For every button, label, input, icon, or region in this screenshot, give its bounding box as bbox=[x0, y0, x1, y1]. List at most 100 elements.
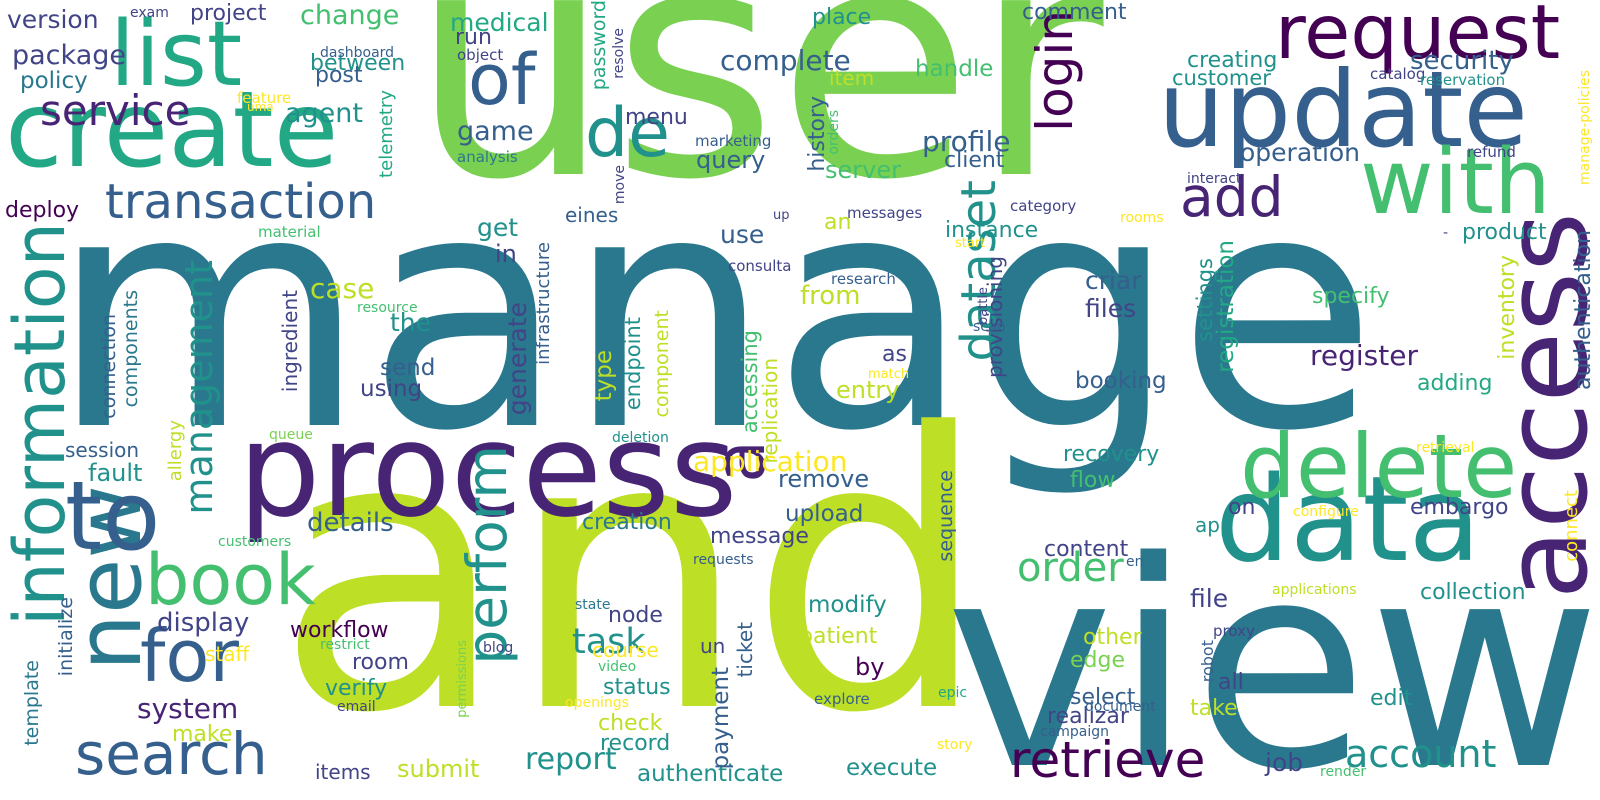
cloud-word: all bbox=[1218, 670, 1244, 695]
cloud-word: edge bbox=[1070, 648, 1125, 673]
cloud-word: retrieve bbox=[1010, 731, 1206, 789]
cloud-word: send bbox=[380, 355, 436, 381]
cloud-word: recovery bbox=[1063, 442, 1160, 467]
cloud-word: medical bbox=[450, 8, 549, 37]
cloud-word: up bbox=[773, 208, 790, 223]
cloud-word: email bbox=[337, 699, 376, 715]
cloud-word: as bbox=[882, 342, 907, 367]
cloud-word: refund bbox=[1467, 143, 1516, 161]
cloud-word: make bbox=[172, 722, 233, 747]
cloud-word: using bbox=[360, 376, 423, 402]
cloud-word: research bbox=[831, 270, 896, 288]
cloud-word: patient bbox=[799, 624, 878, 649]
cloud-word: product bbox=[1462, 220, 1547, 245]
cloud-word: adding bbox=[1417, 371, 1493, 396]
cloud-word: remove bbox=[778, 465, 870, 493]
cloud-word: application bbox=[693, 445, 848, 478]
cloud-word: initialize bbox=[55, 597, 77, 677]
cloud-word: dashboard bbox=[320, 45, 395, 61]
cloud-word: package bbox=[12, 40, 126, 71]
cloud-word: content bbox=[1044, 537, 1129, 562]
cloud-word: edit bbox=[1370, 686, 1413, 711]
cloud-word: resource bbox=[357, 300, 418, 316]
cloud-word: view bbox=[945, 501, 1600, 800]
cloud-word: connect bbox=[1561, 490, 1582, 562]
cloud-word: room bbox=[352, 650, 409, 675]
cloud-word: profile bbox=[922, 125, 1011, 158]
cloud-word: between bbox=[310, 51, 406, 76]
cloud-word: to bbox=[65, 462, 161, 572]
cloud-word: in bbox=[495, 240, 517, 268]
cloud-word: modify bbox=[808, 592, 887, 618]
cloud-word: collection bbox=[1420, 580, 1526, 605]
cloud-word: ingredient bbox=[278, 290, 302, 393]
cloud-word: messages bbox=[847, 204, 923, 222]
cloud-word: node bbox=[608, 603, 663, 628]
cloud-word: course bbox=[592, 638, 659, 662]
cloud-word: criar bbox=[1085, 266, 1142, 295]
cloud-word: deploy bbox=[5, 198, 80, 223]
cloud-word: document bbox=[1085, 699, 1156, 715]
cloud-word: security bbox=[1410, 46, 1514, 76]
cloud-word: by bbox=[855, 653, 885, 681]
cloud-word: telemetry bbox=[376, 90, 397, 178]
cloud-word: endpoint bbox=[621, 317, 645, 411]
cloud-word: for bbox=[140, 614, 239, 698]
cloud-word: queue bbox=[269, 427, 313, 443]
cloud-word: get bbox=[477, 213, 519, 242]
cloud-word: comment bbox=[1022, 0, 1127, 25]
cloud-word: item bbox=[829, 66, 875, 90]
cloud-word: blog bbox=[483, 640, 514, 656]
cloud-word: agent bbox=[285, 98, 363, 129]
cloud-word: task bbox=[572, 622, 646, 662]
cloud-word: session bbox=[65, 438, 140, 462]
cloud-word: orders bbox=[826, 110, 842, 155]
cloud-word: job bbox=[1265, 748, 1304, 777]
cloud-word: search bbox=[75, 720, 268, 788]
cloud-word: with bbox=[1360, 130, 1551, 235]
cloud-word: reservation bbox=[1420, 71, 1506, 89]
cloud-word: exam bbox=[130, 5, 169, 21]
cloud-word: order bbox=[1017, 545, 1124, 591]
cloud-word: of bbox=[468, 39, 536, 121]
cloud-word: scan bbox=[973, 319, 1006, 335]
cloud-word: customer bbox=[1172, 66, 1271, 90]
cloud-word: update bbox=[1158, 49, 1528, 171]
cloud-word: upload bbox=[785, 501, 864, 527]
cloud-word: settings bbox=[1193, 258, 1217, 342]
cloud-word: eines bbox=[565, 203, 619, 227]
cloud-word: openings bbox=[565, 695, 629, 711]
cloud-word: - bbox=[1443, 225, 1449, 241]
cloud-word: type bbox=[591, 350, 617, 402]
cloud-word: un bbox=[700, 634, 726, 658]
cloud-word: authentication bbox=[1571, 230, 1596, 390]
cloud-word: other bbox=[1083, 625, 1142, 650]
cloud-word: password bbox=[588, 0, 610, 91]
cloud-word: operation bbox=[1240, 138, 1361, 167]
cloud-word: inventory bbox=[1495, 255, 1520, 360]
cloud-word: creation bbox=[582, 510, 672, 535]
cloud-word: ticket bbox=[733, 622, 757, 678]
cloud-word: rooms bbox=[1120, 210, 1164, 226]
cloud-word: consulta bbox=[728, 257, 792, 275]
cloud-word: process bbox=[238, 394, 738, 546]
cloud-word: verify bbox=[325, 676, 388, 701]
cloud-word: query bbox=[696, 146, 766, 174]
cloud-word: replication bbox=[758, 358, 782, 464]
cloud-word: components bbox=[120, 290, 142, 408]
cloud-word: report bbox=[525, 742, 617, 777]
cloud-word: infrastructure bbox=[533, 242, 554, 365]
cloud-word: registration bbox=[1213, 240, 1239, 373]
cloud-word: state bbox=[575, 597, 611, 613]
cloud-word: embargo bbox=[1410, 495, 1509, 520]
cloud-word: account bbox=[1345, 732, 1497, 776]
cloud-word: run bbox=[455, 25, 492, 50]
cloud-word: login bbox=[1026, 10, 1084, 132]
cloud-word: request bbox=[1275, 0, 1561, 76]
cloud-word: catalog bbox=[1370, 65, 1426, 83]
cloud-word: app bbox=[1195, 513, 1233, 537]
cloud-word: take bbox=[1190, 696, 1238, 721]
cloud-word: execute bbox=[846, 755, 938, 781]
cloud-word: connection bbox=[98, 314, 120, 419]
cloud-word: files bbox=[1085, 294, 1137, 323]
